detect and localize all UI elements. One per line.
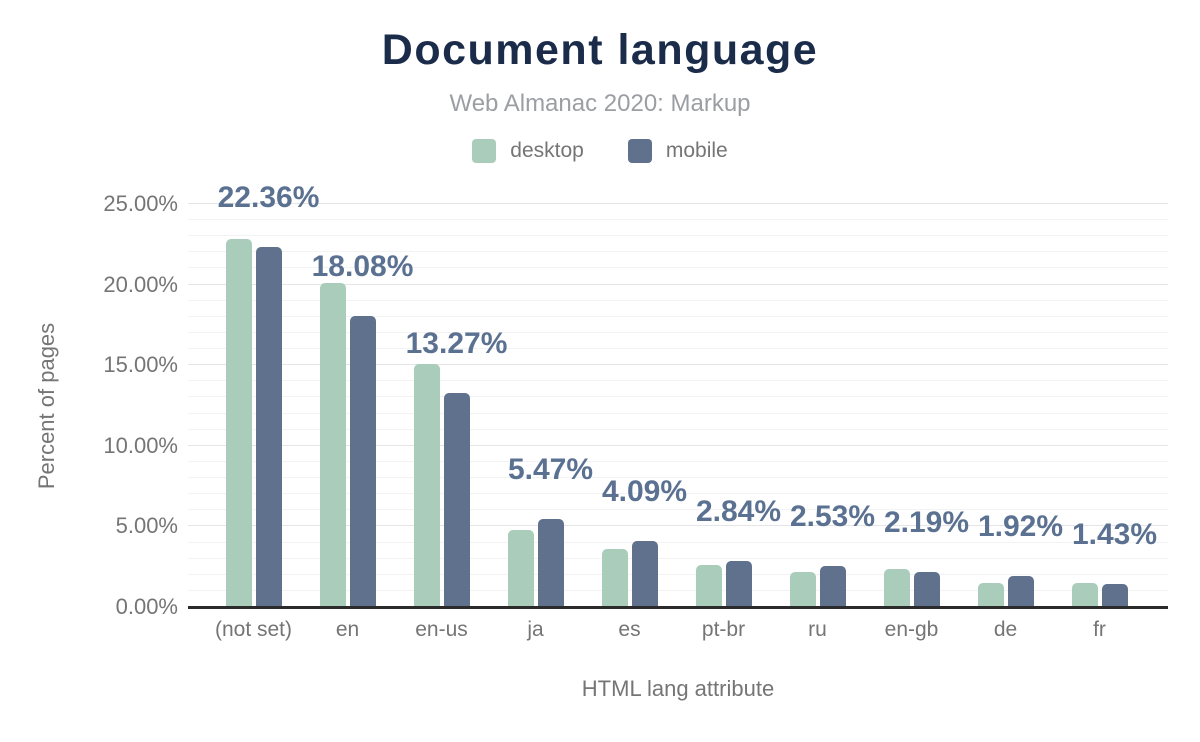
x-axis-title: HTML lang attribute [581, 676, 775, 701]
gridline [188, 219, 1168, 221]
legend-item-desktop: desktop [472, 139, 584, 163]
bar-value-label: 13.27% [405, 327, 508, 361]
y-tick-label: 0.00% [115, 594, 178, 619]
x-tick-label: ru [808, 618, 827, 641]
gridline [188, 525, 1168, 527]
gridline [188, 283, 1168, 285]
gridline [188, 331, 1168, 333]
x-tick-label: pt-br [701, 618, 746, 641]
x-axis-line [188, 606, 1168, 609]
gridline [188, 509, 1168, 511]
plot-area: 22.36% 18.08% 13.27% 5.47% 4.09% 2.84% 2.53% 2.… [188, 181, 1168, 607]
y-tick-label: 20.00% [103, 271, 178, 297]
gridline [188, 493, 1168, 495]
x-tick-label: fr [1093, 618, 1106, 641]
y-axis-title: Percent of pages [34, 322, 59, 490]
gridline [188, 364, 1168, 366]
bar-value-label: 1.43% [1071, 517, 1158, 551]
x-tick-label: en [335, 618, 360, 641]
chart-title: Document language [381, 26, 819, 74]
gridline [188, 412, 1168, 414]
x-tick-label: en-gb [884, 618, 939, 641]
bar-mobile-ru [819, 566, 846, 607]
legend-item-mobile: mobile [627, 139, 728, 163]
bar-mobile-en-gb [913, 571, 940, 607]
y-tick-label: 10.00% [103, 432, 178, 458]
x-tick-label: en-us [415, 618, 468, 641]
y-tick-label: 15.00% [103, 352, 178, 378]
bar-value-label: 22.36% [217, 180, 320, 214]
bar-desktop-en-gb [883, 569, 910, 607]
gridline [188, 460, 1168, 462]
bar-desktop-ru [789, 571, 816, 607]
bar-mobile-es [631, 541, 658, 607]
gridline [188, 396, 1168, 398]
bar-mobile-(not set) [255, 246, 282, 607]
chart-subtitle: Web Almanac 2020: Markup [449, 90, 751, 117]
legend-swatch-desktop [472, 139, 497, 163]
bar-mobile-pt-br [725, 561, 752, 607]
gridline [188, 557, 1168, 559]
bar-desktop-pt-br [695, 565, 722, 607]
x-tick-label: (not set) [214, 618, 293, 641]
bar-value-label: 1.92% [977, 510, 1064, 544]
gridline [188, 541, 1168, 543]
x-tick-label: es [618, 618, 641, 641]
bar-desktop-fr [1071, 582, 1098, 607]
bar-mobile-en-us [443, 393, 470, 607]
bar-value-label: 5.47% [507, 452, 594, 486]
bar-value-label: 4.09% [601, 475, 688, 509]
gridline [188, 477, 1168, 479]
bar-mobile-ja [537, 518, 564, 607]
bar-desktop-ja [507, 529, 534, 607]
legend-swatch-mobile [627, 139, 652, 163]
bar-value-label: 2.19% [883, 505, 970, 539]
gridline [188, 315, 1168, 317]
bar-desktop-en-us [413, 363, 440, 607]
y-tick-label: 25.00% [103, 191, 178, 216]
x-tick-label: ja [527, 618, 544, 641]
bar-desktop-es [601, 548, 628, 607]
gridline [188, 380, 1168, 382]
y-tick-label: 5.00% [115, 513, 178, 539]
gridline [188, 428, 1168, 430]
gridline [188, 203, 1168, 204]
gridline [188, 589, 1168, 591]
bar-desktop-en [319, 283, 346, 607]
gridline [188, 444, 1168, 446]
legend-label-desktop: desktop [510, 139, 584, 162]
gridline [188, 251, 1168, 253]
bar-value-label: 18.08% [311, 249, 414, 283]
bar-mobile-en [349, 315, 376, 607]
gridline [188, 573, 1168, 575]
bar-mobile-fr [1101, 583, 1128, 607]
legend: desktop mobile [0, 139, 1200, 163]
bar-desktop-de [977, 582, 1004, 607]
gridline [188, 267, 1168, 269]
bar-value-label: 2.53% [789, 500, 876, 534]
bar-mobile-de [1007, 576, 1034, 607]
bar-desktop-(not set) [225, 238, 252, 607]
gridline [188, 235, 1168, 237]
bar-value-label: 2.84% [695, 495, 782, 529]
x-tick-label: de [993, 618, 1018, 641]
gridline [188, 348, 1168, 350]
legend-label-mobile: mobile [665, 139, 728, 162]
gridline [188, 299, 1168, 301]
